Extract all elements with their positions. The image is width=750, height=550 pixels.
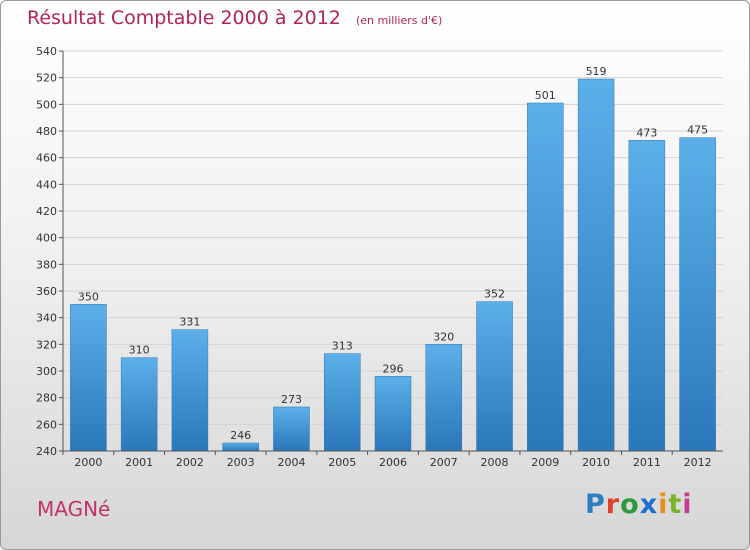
y-tick-label: 440: [36, 178, 57, 191]
x-tick-labels: 2000 2001 2002 2003 2004 2005 2006 2007 2008 2009…: [74, 456, 711, 469]
y-tick-label: 300: [36, 365, 57, 378]
brand-letter: P: [585, 489, 606, 520]
data-label: 475: [687, 124, 708, 137]
x-tick-label: 2008: [481, 456, 509, 469]
bars-layer: [70, 78, 716, 452]
brand-letter: o: [620, 489, 640, 520]
commune-name: MAGNé: [37, 497, 111, 521]
data-label: 350: [78, 290, 99, 303]
data-label: 501: [535, 89, 556, 102]
x-tick-label: 2011: [633, 456, 661, 469]
y-tick-label: 460: [36, 152, 57, 165]
bar-2012: [679, 137, 716, 452]
data-label: 473: [636, 126, 657, 139]
y-tick-label: 500: [36, 98, 57, 111]
x-tick-label: 2003: [227, 456, 255, 469]
brand-letter: r: [605, 489, 621, 520]
data-label: 273: [281, 393, 302, 406]
data-label: 320: [433, 330, 454, 343]
y-tick-label: 360: [36, 285, 57, 298]
y-tick-label: 320: [36, 338, 57, 351]
bar-2010: [577, 78, 615, 452]
y-tick-label: 420: [36, 205, 57, 218]
x-tick-label: 2010: [582, 456, 610, 469]
bar-2008: [476, 301, 513, 452]
bar-2000: [70, 304, 107, 452]
y-tick-labels: 240 260 280 300 320 340 360 380 400 420 440 460 480 5…: [36, 45, 57, 458]
x-tick-label: 2000: [74, 456, 102, 469]
x-tick-label: 2002: [176, 456, 204, 469]
y-tick-label: 540: [36, 45, 57, 58]
title-row: Résultat Comptable 2000 à 2012 (en milli…: [27, 7, 442, 29]
data-label: 519: [586, 65, 607, 78]
x-tick-label: 2006: [379, 456, 407, 469]
x-tick-label: 2009: [531, 456, 559, 469]
data-label: 310: [129, 344, 150, 357]
proxiti-logo: Proxiti: [585, 489, 693, 520]
y-tick-label: 380: [36, 258, 57, 271]
data-label: 331: [179, 316, 200, 329]
x-tick-label: 2001: [125, 456, 153, 469]
y-tick-label: 480: [36, 125, 57, 138]
data-label: 296: [383, 362, 404, 375]
brand-letter: i: [658, 489, 669, 520]
bar-2003: [222, 442, 259, 452]
data-label: 246: [230, 429, 251, 442]
x-tick-label: 2012: [684, 456, 712, 469]
bar-2009: [527, 102, 564, 452]
chart-title: Résultat Comptable 2000 à 2012: [27, 7, 341, 29]
bar-2007: [425, 344, 463, 452]
y-tick-label: 520: [36, 72, 57, 85]
bar-2001: [120, 357, 158, 452]
brand-letter: t: [668, 489, 683, 520]
bar-2006: [374, 376, 412, 452]
data-label: 313: [332, 340, 353, 353]
x-tick-label: 2005: [328, 456, 356, 469]
y-tick-label: 260: [36, 418, 57, 431]
y-tick-label: 400: [36, 232, 57, 245]
x-tick-label: 2007: [430, 456, 458, 469]
bar-2011: [628, 140, 666, 452]
bar-2005: [323, 353, 361, 452]
axis-layer: [62, 51, 723, 455]
y-tick-label: 240: [36, 445, 57, 458]
chart-subtitle: (en milliers d'€): [355, 14, 443, 27]
y-tick-label: 340: [36, 312, 57, 325]
brand-letter: i: [682, 489, 693, 520]
brand-letter: x: [639, 489, 659, 520]
x-tick-label: 2004: [277, 456, 305, 469]
data-labels: 350 310 331 246 273 313 296 320 352 501 519 473 475: [78, 65, 708, 442]
bar-2004: [273, 406, 310, 452]
bar-2002: [171, 329, 209, 452]
data-label: 352: [484, 288, 505, 301]
y-tick-label: 280: [36, 392, 57, 405]
